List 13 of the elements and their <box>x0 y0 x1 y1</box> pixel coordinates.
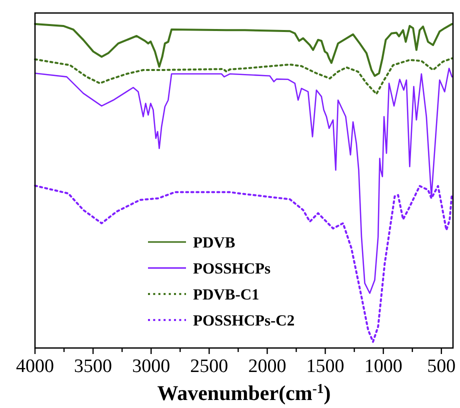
x-tick-label: 3000 <box>132 356 170 377</box>
legend-label: PDVB <box>193 234 236 252</box>
x-tick-label: 3500 <box>74 356 112 377</box>
legend-label: POSSHCPs-C2 <box>193 312 295 330</box>
x-tick-label: 4000 <box>16 356 54 377</box>
x-tick-label: 1500 <box>306 356 344 377</box>
legend-label: PDVB-C1 <box>193 286 260 304</box>
x-tick-label: 2000 <box>248 356 286 377</box>
x-tick-label: 2500 <box>190 356 228 377</box>
legend-label: POSSHCPs <box>193 260 271 278</box>
x-tick-label: 1000 <box>364 356 402 377</box>
x-axis-title: Wavenumber(cm$^{-1}$) <box>157 380 331 405</box>
x-tick-label: 500 <box>427 356 456 377</box>
